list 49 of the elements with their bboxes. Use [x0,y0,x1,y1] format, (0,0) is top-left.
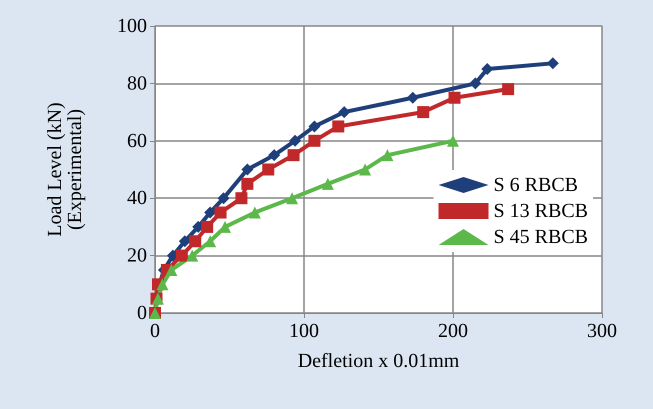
point [286,192,298,204]
y-tick-label: 80 [127,72,147,94]
point [546,57,559,70]
point [322,178,334,190]
point [359,164,372,176]
point [308,120,320,132]
point [288,149,300,162]
legend-label: S 45 RBCB [494,226,588,248]
point [448,92,460,104]
point [502,83,514,96]
point [178,235,191,248]
y-tick-label: 60 [127,130,147,152]
point [248,206,261,219]
x-tick-label: 300 [587,320,617,342]
legend-label: S 13 RBCB [494,200,588,222]
point [332,120,344,132]
point [241,178,254,190]
point [481,63,494,76]
point [417,106,430,118]
legend-label: S 6 RBCB [494,174,578,196]
point [186,250,198,262]
y-tick-label: 100 [117,15,147,37]
point [156,278,168,290]
point [338,106,350,118]
point [165,264,178,276]
point [308,134,320,147]
point [201,220,214,233]
y-tick-label: 20 [127,244,147,267]
y-tick-label: 40 [127,187,147,210]
point [189,235,202,248]
x-tick-label: 100 [289,320,319,342]
point [268,149,280,162]
point [218,192,230,204]
point [204,206,216,219]
point [406,92,419,104]
x-tick-label: 200 [438,320,468,342]
point [204,235,216,248]
point [447,134,459,147]
point [176,250,188,262]
point [214,206,227,219]
y-tick-label: 0 [137,302,147,324]
point [381,149,394,162]
x-axis-title: Defletion x 0.01mm [298,350,460,372]
point [289,134,302,147]
point [235,192,248,204]
point [241,164,254,176]
point [262,164,274,176]
point [469,77,482,90]
y-axis-title: Load Level (kN) (Experimental) [44,102,86,237]
